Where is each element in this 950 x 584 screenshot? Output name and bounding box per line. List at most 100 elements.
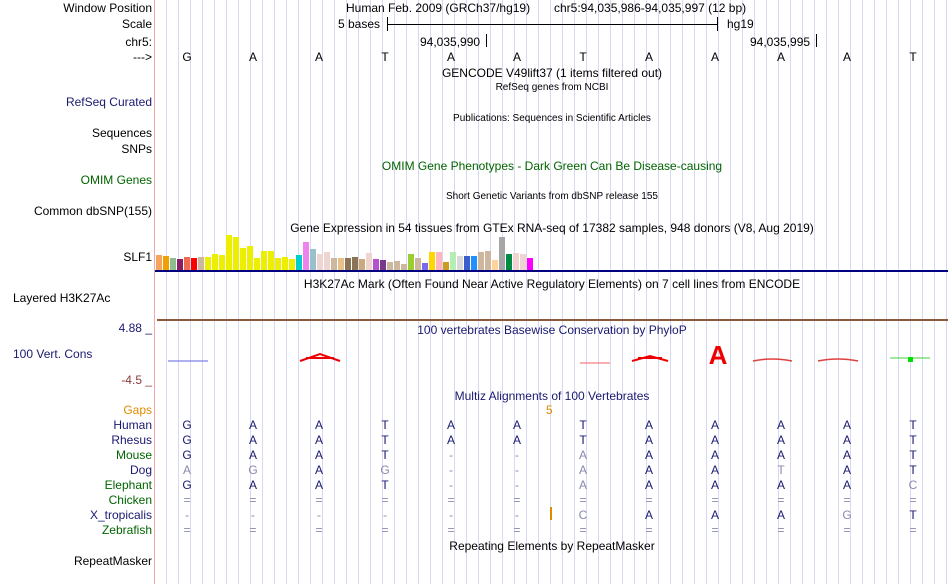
gtex-bar[interactable] — [345, 258, 351, 270]
alignment-base: T — [909, 463, 917, 477]
label-repeatmasker[interactable]: RepeatMasker — [73, 554, 152, 568]
gtex-bar[interactable] — [331, 258, 337, 270]
alignment-base: = — [777, 523, 785, 537]
gtex-bar[interactable] — [261, 251, 267, 270]
alignment-base: A — [578, 478, 588, 492]
track-area[interactable] — [155, 0, 950, 584]
gtex-bar[interactable] — [191, 258, 197, 270]
label-strand[interactable]: ---> — [133, 50, 152, 64]
gtex-bar[interactable] — [506, 254, 512, 270]
gtex-bar[interactable] — [352, 257, 358, 270]
alignment-base: = — [711, 523, 719, 537]
alignment-base: A — [248, 418, 258, 432]
gtex-bar[interactable] — [520, 254, 526, 270]
gtex-bar[interactable] — [240, 248, 246, 270]
alignment-base: A — [710, 478, 720, 492]
gtex-bar[interactable] — [471, 256, 477, 270]
species-label-mouse[interactable]: Mouse — [115, 448, 152, 462]
gtex-bar[interactable] — [394, 261, 400, 270]
species-label-zebrafish[interactable]: Zebrafish — [101, 523, 152, 537]
gtex-bar[interactable] — [212, 254, 218, 270]
gtex-bar[interactable] — [366, 253, 372, 270]
gtex-bar[interactable] — [513, 253, 519, 270]
gtex-bar[interactable] — [380, 260, 386, 270]
alignment-base: = — [843, 493, 851, 507]
alignment-base: = — [711, 493, 719, 507]
label-omim-genes[interactable]: OMIM Genes — [80, 173, 152, 187]
label-sequences[interactable]: Sequences — [91, 126, 152, 140]
gtex-bar[interactable] — [247, 246, 253, 270]
scale-db: hg19 — [727, 17, 754, 31]
alignment-base: A — [776, 433, 786, 447]
gtex-bar[interactable] — [289, 259, 295, 270]
gtex-bar[interactable] — [338, 258, 344, 270]
gtex-bar[interactable] — [282, 257, 288, 270]
gtex-bar[interactable] — [317, 254, 323, 270]
scale-tick-left — [387, 17, 388, 31]
label-snps[interactable]: SNPs — [121, 142, 152, 156]
gtex-bar[interactable] — [233, 237, 239, 270]
gtex-bar[interactable] — [485, 251, 491, 270]
label-refseq-curated[interactable]: RefSeq Curated — [65, 95, 152, 109]
gtex-bar[interactable] — [275, 258, 281, 270]
gtex-bar[interactable] — [296, 255, 302, 270]
gtex-bar[interactable] — [219, 255, 225, 270]
sequence-base: A — [512, 50, 522, 64]
gtex-bar[interactable] — [163, 256, 169, 270]
alignment-base: = — [447, 523, 455, 537]
label-scale[interactable]: Scale — [121, 17, 152, 31]
alignment-base: = — [645, 493, 653, 507]
label-chrom[interactable]: chr5: — [125, 35, 152, 49]
sequence-base: A — [842, 50, 852, 64]
gtex-bar[interactable] — [359, 259, 365, 270]
gtex-bar[interactable] — [205, 257, 211, 270]
gtex-bar[interactable] — [401, 264, 407, 270]
species-label-chicken[interactable]: Chicken — [108, 493, 152, 507]
label-common-dbsnp[interactable]: Common dbSNP(155) — [33, 204, 152, 218]
species-label-rhesus[interactable]: Rhesus — [111, 433, 152, 447]
gtex-bar[interactable] — [254, 258, 260, 270]
species-label-elephant[interactable]: Elephant — [104, 478, 152, 492]
gtex-bar[interactable] — [177, 259, 183, 270]
gtex-bar[interactable] — [303, 242, 309, 270]
species-label-dog[interactable]: Dog — [129, 463, 152, 477]
gtex-bar[interactable] — [443, 262, 449, 270]
gtex-bar[interactable] — [499, 237, 505, 270]
coord-label-1: 94,035,990 — [420, 35, 481, 49]
gtex-bar[interactable] — [156, 255, 162, 270]
gtex-bar[interactable] — [184, 257, 190, 270]
label-window-position[interactable]: Window Position — [63, 1, 152, 15]
label-gaps[interactable]: Gaps — [123, 403, 152, 417]
gtex-bar[interactable] — [436, 252, 442, 270]
gtex-bar[interactable] — [450, 252, 456, 270]
gtex-bar[interactable] — [464, 256, 470, 270]
label-layered-h3k27ac[interactable]: Layered H3K27Ac — [13, 291, 111, 305]
gtex-bar[interactable] — [387, 262, 393, 270]
gtex-bar[interactable] — [408, 254, 414, 270]
label-vert-cons[interactable]: 100 Vert. Cons — [13, 347, 93, 361]
gtex-bar[interactable] — [310, 249, 316, 270]
gtex-bar[interactable] — [527, 258, 533, 270]
gtex-bar[interactable] — [198, 257, 204, 270]
alignment-base: = — [249, 523, 257, 537]
scale-tick-right — [717, 17, 718, 31]
short-variants-title: Short Genetic Variants from dbSNP releas… — [446, 191, 658, 202]
species-label-human[interactable]: Human — [113, 418, 152, 432]
species-label-x_tropicalis[interactable]: X_tropicalis — [89, 508, 152, 522]
gtex-bar[interactable] — [478, 252, 484, 270]
gtex-bar[interactable] — [268, 251, 274, 270]
gtex-bar[interactable] — [492, 260, 498, 270]
gtex-bar[interactable] — [324, 252, 330, 270]
gtex-bar[interactable] — [170, 258, 176, 270]
gtex-bar[interactable] — [373, 259, 379, 270]
gtex-bar[interactable] — [415, 258, 421, 270]
label-slf1[interactable]: SLF1 — [123, 250, 152, 264]
phylop-mark-b — [752, 358, 793, 362]
gtex-bar[interactable] — [422, 263, 428, 270]
alignment-base: A — [248, 433, 258, 447]
gtex-bar[interactable] — [457, 256, 463, 270]
gtex-bar[interactable] — [226, 235, 232, 270]
alignment-base: A — [842, 418, 852, 432]
gtex-bar[interactable] — [429, 252, 435, 270]
sequence-base: A — [248, 50, 258, 64]
